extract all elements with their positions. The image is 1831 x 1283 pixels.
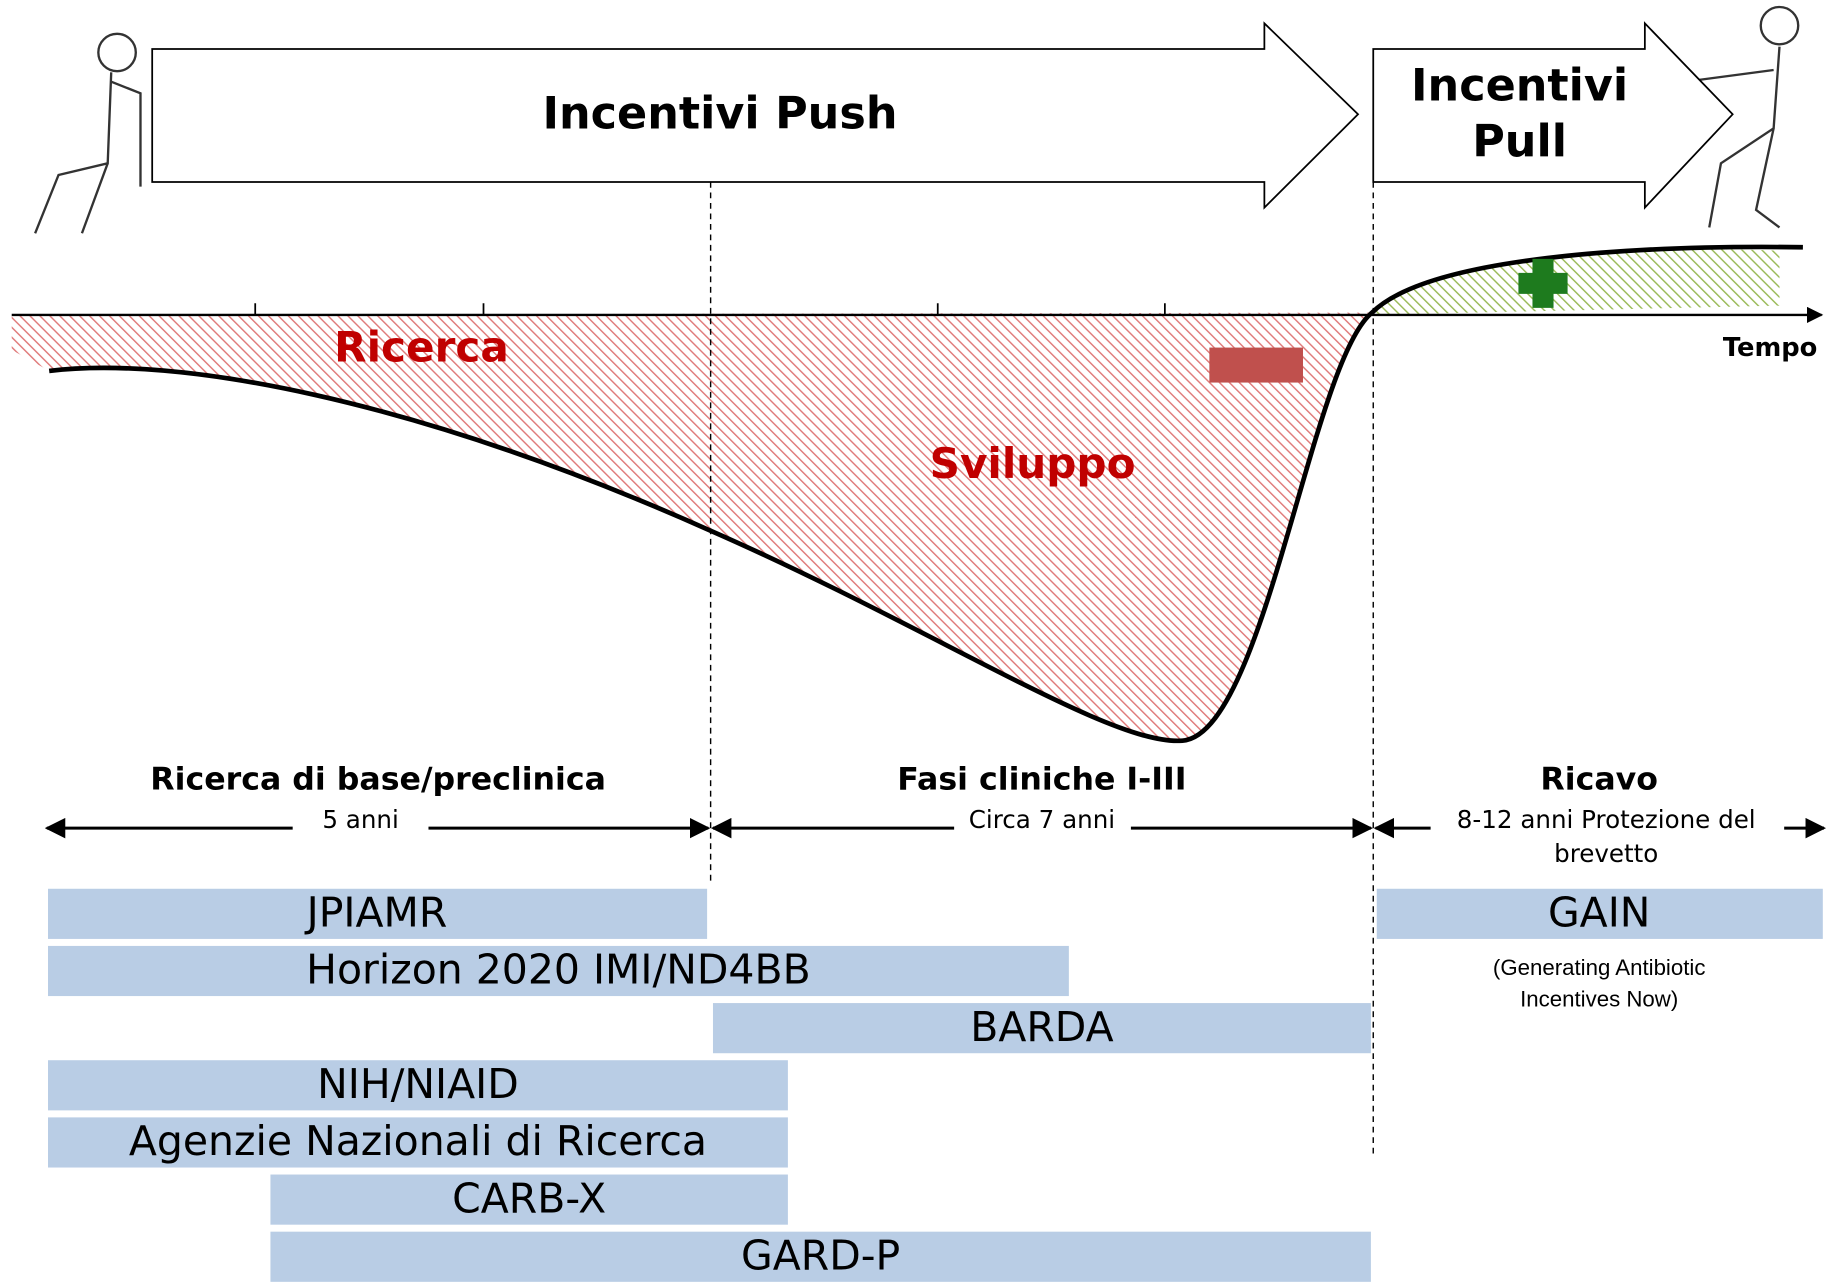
pull-label: Pull xyxy=(1472,117,1567,168)
pull-arrow xyxy=(1372,21,1734,210)
program-label: GARD-P xyxy=(741,1232,900,1280)
cash-curve xyxy=(48,244,1803,744)
research-label: Ricerca xyxy=(334,322,509,371)
programs: JPIAMR Horizon 2020 IMI/ND4BB BARDA NIH/… xyxy=(47,889,1823,1282)
phase-duration: brevetto xyxy=(1554,839,1658,868)
pull-label: Incentivi xyxy=(1411,61,1628,112)
program-label: GAIN xyxy=(1548,889,1650,937)
loss-area xyxy=(11,312,1373,741)
push-label: Incentivi Push xyxy=(542,89,897,140)
program-label: Horizon 2020 IMI/ND4BB xyxy=(306,946,811,994)
dividers xyxy=(709,181,1374,1155)
phase-duration: 5 anni xyxy=(322,805,398,834)
development-label: Sviluppo xyxy=(930,439,1136,488)
program-label: JPIAMR xyxy=(304,889,448,937)
ticks xyxy=(254,303,1166,315)
phase-duration: Circa 7 anni xyxy=(969,805,1115,834)
phase-title: Ricerca di base/preclinica xyxy=(150,761,606,797)
program-label: CARB-X xyxy=(452,1174,606,1222)
push-arrow xyxy=(151,21,1360,210)
axis-label: Tempo xyxy=(1723,333,1818,363)
minus-sign xyxy=(1209,347,1304,383)
program-label: NIH/NIAID xyxy=(317,1060,519,1108)
gain-note: Incentives Now) xyxy=(1520,987,1678,1012)
program-label: Agenzie Nazionali di Ricerca xyxy=(129,1117,707,1165)
plus-sign xyxy=(1518,258,1568,308)
gain-note: (Generating Antibiotic xyxy=(1493,955,1706,980)
phase-title: Fasi cliniche I-III xyxy=(897,761,1186,797)
phase-duration: 8-12 anni Protezione del xyxy=(1457,805,1756,834)
phase-title: Ricavo xyxy=(1540,761,1658,797)
program-label: BARDA xyxy=(970,1003,1113,1051)
gain-area xyxy=(1372,249,1780,315)
